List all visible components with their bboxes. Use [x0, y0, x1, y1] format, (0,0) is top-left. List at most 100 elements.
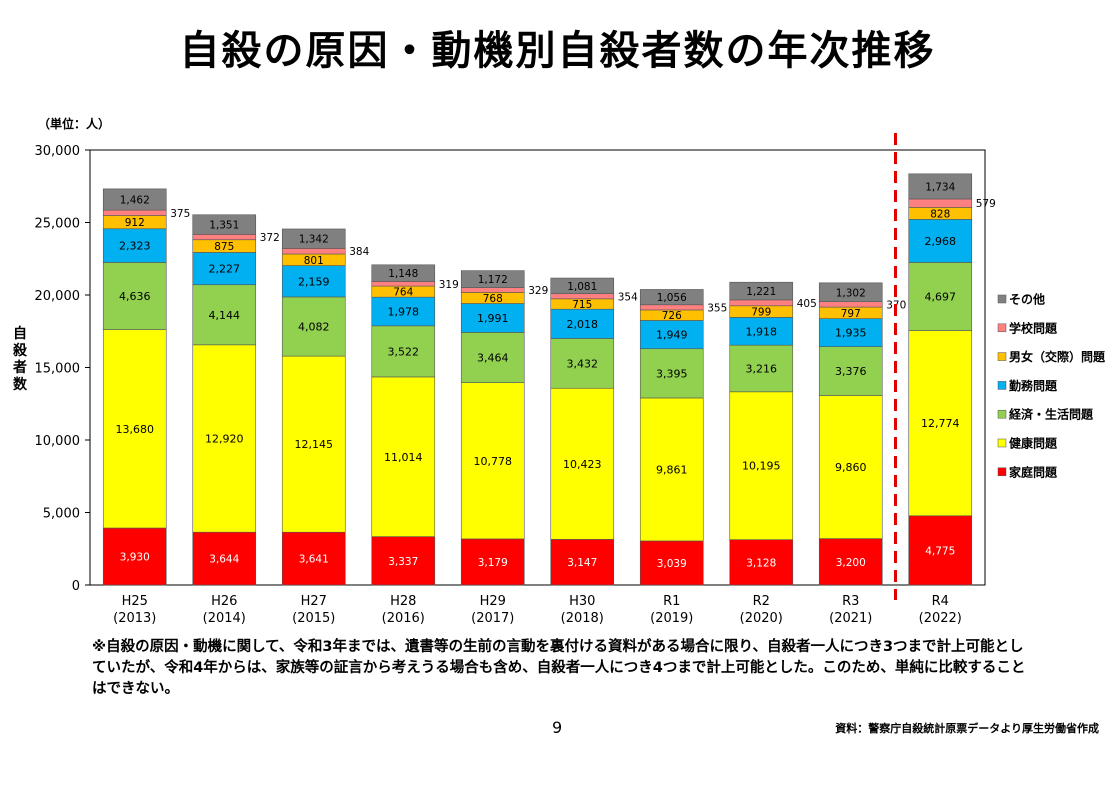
- data-label: 801: [304, 255, 324, 267]
- data-label: 3,522: [388, 345, 420, 358]
- data-label: 4,636: [119, 290, 151, 303]
- data-label: 10,778: [474, 455, 513, 468]
- bar-segment: [460, 303, 525, 333]
- x-tick-label: R4: [932, 594, 949, 609]
- data-label: 319: [439, 279, 459, 291]
- data-label: 375: [170, 208, 190, 220]
- bar-segment: [281, 265, 346, 298]
- bar-segment: [460, 270, 525, 288]
- data-label: 384: [349, 246, 369, 258]
- x-tick-label: R3: [842, 594, 859, 609]
- page-title: 自殺の原因・動機別自殺者数の年次推移: [179, 28, 936, 74]
- y-tick-label: 20,000: [35, 289, 81, 304]
- data-label: 828: [930, 208, 950, 220]
- y-axis-label-char: 殺: [12, 342, 28, 359]
- data-label: 715: [572, 299, 592, 311]
- x-tick-year-label: (2017): [471, 611, 514, 626]
- bar-segment: [729, 281, 794, 301]
- data-label: 372: [260, 232, 280, 244]
- bar-segment: [192, 284, 257, 346]
- data-label: 1,991: [477, 312, 509, 325]
- bar-segment: [192, 531, 257, 586]
- data-label: 3,930: [120, 552, 150, 564]
- legend-label: 家庭問題: [1009, 464, 1058, 479]
- bar-segment: [550, 277, 615, 295]
- data-label: 3,179: [478, 557, 508, 569]
- data-label: 3,432: [567, 357, 599, 370]
- data-label: 1,056: [657, 292, 687, 304]
- data-label: 3,200: [836, 557, 866, 569]
- bar-segment: [908, 219, 973, 263]
- legend-label: 学校問題: [1009, 320, 1058, 335]
- legend-label: 男女（交際）問題: [1009, 349, 1106, 364]
- data-label: 4,144: [209, 309, 241, 322]
- x-tick-label: H27: [301, 594, 327, 609]
- x-tick-year-label: (2013): [113, 611, 156, 626]
- data-label: 1,172: [478, 274, 508, 286]
- data-label: 2,227: [209, 263, 241, 276]
- data-label: 768: [483, 293, 503, 305]
- data-label: 797: [841, 308, 861, 320]
- data-label: 3,147: [567, 557, 597, 569]
- data-label: 3,337: [388, 556, 418, 568]
- legend-swatch: [997, 352, 1007, 361]
- bar-segment: [371, 264, 436, 282]
- data-label: 4,697: [925, 290, 957, 303]
- bar-segment: [550, 387, 615, 540]
- bar-segment: [908, 198, 973, 208]
- data-label: 10,423: [563, 458, 602, 471]
- x-tick-label: H25: [122, 594, 148, 609]
- data-label: 4,082: [298, 321, 330, 334]
- data-label: 3,395: [656, 367, 688, 380]
- data-label: 13,680: [116, 423, 155, 436]
- data-label: 12,920: [205, 432, 244, 445]
- footnote: ※自殺の原因・動機に関して、令和3年までは、遺書等の生前の言動を裏付ける資料があ…: [92, 639, 1026, 697]
- y-tick-label: 30,000: [35, 144, 81, 159]
- legend-swatch: [997, 323, 1007, 333]
- data-label: 2,323: [119, 240, 151, 253]
- source-note: 資料：警察庁自殺統計原票データより厚生労働省作成: [835, 722, 1099, 735]
- bar-segment: [281, 248, 346, 255]
- bar-segment: [371, 281, 436, 287]
- bar-segment: [639, 304, 704, 311]
- bar-segment: [818, 282, 883, 302]
- legend-label: 勤務問題: [1009, 378, 1058, 393]
- data-label: 11,014: [384, 451, 423, 464]
- x-tick-label: H26: [211, 594, 237, 609]
- bar-segment: [818, 301, 883, 308]
- data-label: 354: [618, 291, 638, 303]
- bar-segment: [729, 539, 794, 586]
- bar-segment: [192, 214, 257, 235]
- x-tick-year-label: (2014): [203, 611, 246, 626]
- bar-segment: [908, 515, 973, 586]
- y-axis-label-char: 数: [13, 376, 28, 393]
- x-tick-label: R2: [753, 594, 770, 609]
- data-label: 2,968: [925, 235, 957, 248]
- bar-segment: [818, 346, 883, 396]
- page-number: 9: [552, 718, 563, 737]
- bar-segment: [550, 293, 615, 300]
- data-label: 10,195: [742, 460, 781, 473]
- bar-segment: [729, 299, 794, 307]
- data-label: 9,860: [835, 461, 867, 474]
- data-label: 875: [214, 241, 234, 253]
- data-label: 329: [528, 285, 548, 297]
- legend-label: その他: [1009, 292, 1045, 307]
- x-tick-label: H30: [569, 594, 595, 609]
- x-tick-year-label: (2015): [292, 611, 335, 626]
- unit-label: （単位：人）: [38, 116, 110, 131]
- data-label: 1,351: [209, 220, 239, 232]
- bar-segment: [639, 348, 704, 399]
- bar-segment: [550, 338, 615, 389]
- legend-swatch: [997, 438, 1007, 448]
- bar-segment: [639, 320, 704, 350]
- data-label: 9,861: [656, 463, 688, 476]
- bar-segment: [729, 317, 794, 346]
- bar-segment: [281, 296, 346, 357]
- bar-segment: [192, 234, 257, 241]
- data-label: 4,775: [925, 545, 955, 557]
- data-label: 1,935: [835, 327, 867, 340]
- bar-segment: [460, 287, 525, 293]
- data-label: 3,376: [835, 365, 867, 378]
